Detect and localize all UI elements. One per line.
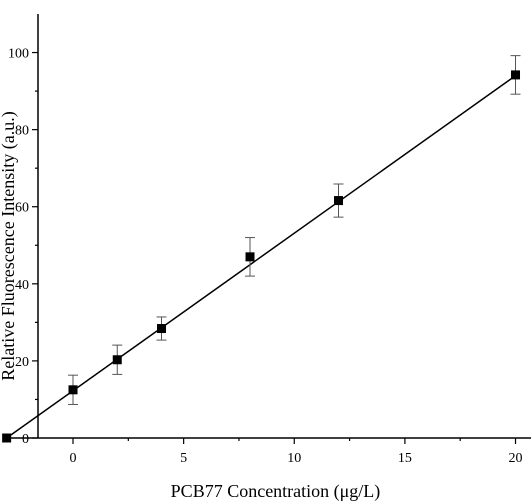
data-point [511,70,521,80]
x-axis-title: PCB77 Concentration (μg/L) [171,481,381,502]
data-point [245,252,255,262]
y-tick-label: 80 [15,124,29,139]
data-point [68,385,78,395]
data-point [112,355,122,365]
y-tick-label: 20 [15,355,29,370]
x-tick-label: 15 [398,451,412,466]
x-ticks: 0 5 10 15 20 [70,438,523,466]
axes [10,14,531,439]
y-tick-label: 0 [22,432,29,447]
y-tick-label: 100 [8,47,29,62]
x-tick-label: 0 [70,451,77,466]
y-tick-label: 40 [15,278,29,293]
x-tick-label: 10 [287,451,301,466]
y-ticks: 0 20 40 60 80 100 [8,47,38,447]
fit-line-group [6,75,516,439]
y-axis-title: Relative Fluorescence Intensity (a.u.) [0,111,19,380]
linear-fit-line [6,75,516,439]
x-tick-label: 5 [180,451,187,466]
data-point [2,433,12,443]
data-point [334,196,344,206]
data-point [157,324,167,334]
data-markers [2,70,521,443]
error-bars [68,55,521,405]
y-tick-label: 60 [15,201,29,216]
x-tick-label: 20 [509,451,523,466]
